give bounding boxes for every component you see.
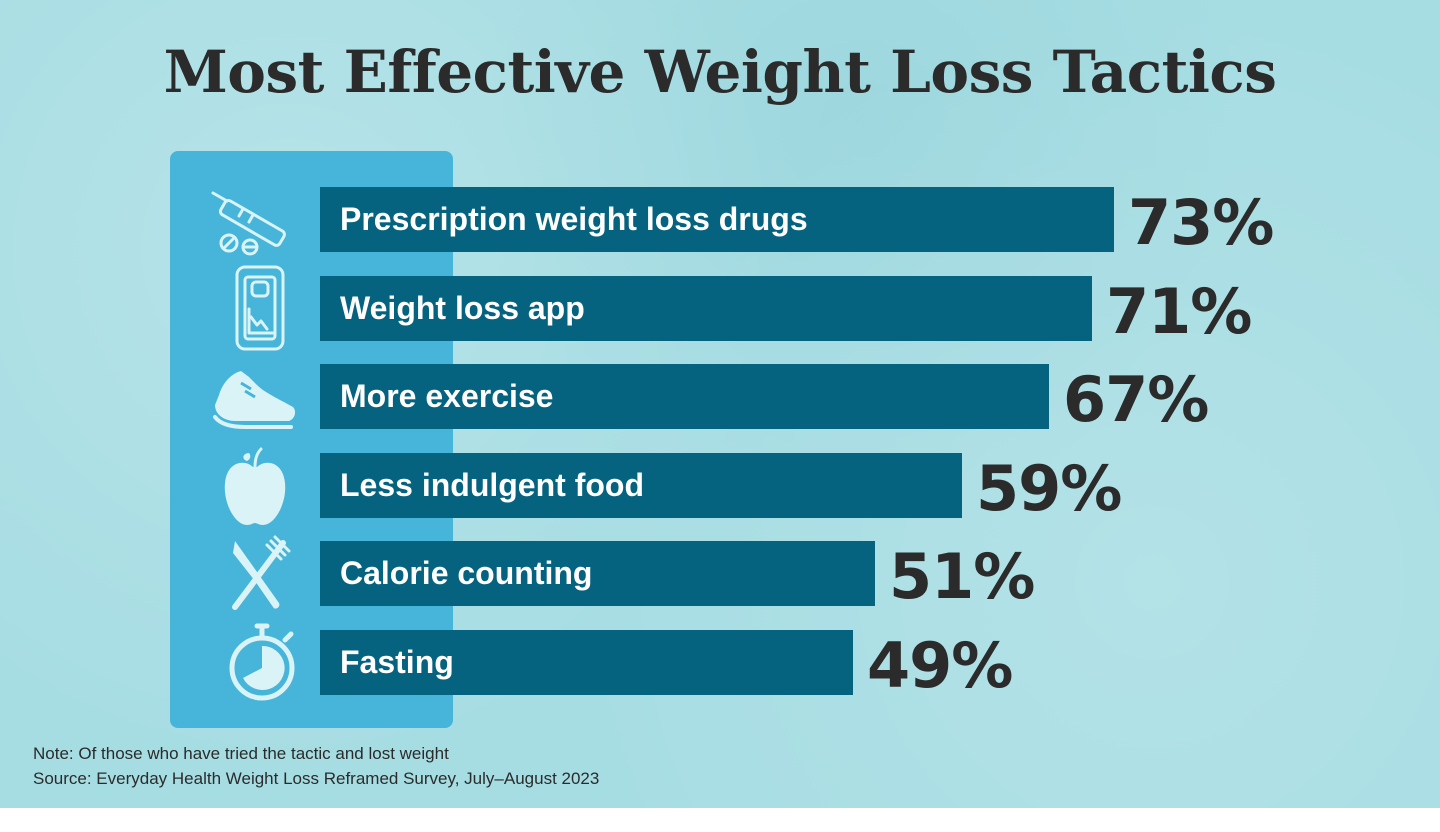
stopwatch-icon — [205, 620, 300, 706]
footnote-source: Source: Everyday Health Weight Loss Refr… — [33, 769, 600, 788]
value-label-prescription-drugs: 73% — [1128, 186, 1274, 259]
bar-more-exercise — [320, 364, 1049, 429]
bar-label-more-exercise: More exercise — [340, 378, 554, 414]
footnote-note: Note: Of those who have tried the tactic… — [33, 744, 449, 763]
bar-label-calorie-counting: Calorie counting — [340, 555, 593, 591]
bar-less-indulgent-food — [320, 453, 962, 518]
chart-title: Most Effective Weight Loss Tactics — [163, 38, 1277, 106]
value-label-less-indulgent-food: 59% — [976, 452, 1122, 525]
value-label-calorie-counting: 51% — [889, 540, 1035, 613]
value-label-fasting: 49% — [867, 629, 1013, 702]
knife-fork-icon — [205, 533, 300, 619]
sneaker-icon — [205, 355, 300, 441]
value-label-weight-loss-app: 71% — [1106, 275, 1252, 348]
phone-scale-icon — [205, 265, 300, 351]
bar-fasting — [320, 630, 853, 695]
syringe-pills-icon — [205, 183, 300, 269]
bar-label-prescription-drugs: Prescription weight loss drugs — [340, 201, 808, 237]
bar-label-weight-loss-app: Weight loss app — [340, 290, 585, 326]
bottom-strip — [0, 808, 1440, 832]
value-label-more-exercise: 67% — [1063, 363, 1209, 436]
apple-icon — [205, 445, 300, 531]
bar-calorie-counting — [320, 541, 875, 606]
bar-label-fasting: Fasting — [340, 644, 454, 680]
bar-prescription-drugs — [320, 187, 1114, 252]
bar-weight-loss-app — [320, 276, 1092, 341]
bar-label-less-indulgent-food: Less indulgent food — [340, 467, 644, 503]
